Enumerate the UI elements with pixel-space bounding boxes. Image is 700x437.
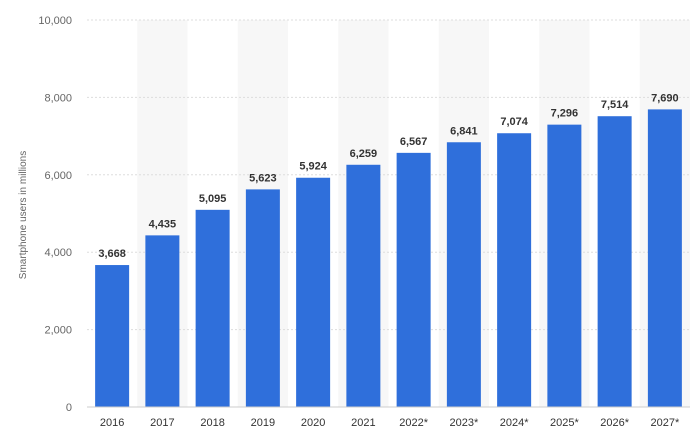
y-axis-ticks: 0 2,000 4,000 6,000 8,000 10,000 [38,15,72,414]
x-tick-label: 2026* [600,417,629,429]
bar-value-label: 7,074 [500,116,528,128]
bar-value-label: 7,514 [601,99,629,111]
bar [446,142,481,407]
x-tick-label: 2018 [200,417,224,429]
x-tick-label: 2022* [399,417,428,429]
x-tick-label: 2021 [351,417,375,429]
x-tick-label: 2019 [251,417,275,429]
bar-value-label: 5,095 [199,193,227,205]
y-tick-label: 10,000 [38,15,72,27]
x-tick-label: 2023* [449,417,478,429]
bar [195,209,230,407]
x-axis-ticks: 2016 2017 2018 2019 2020 2021 2022* 2023* 2024* 2… [87,406,690,429]
bar-value-label: 7,690 [651,92,679,104]
y-tick-label: 8,000 [44,92,72,104]
bar-value-label: 3,668 [98,248,126,260]
bar [145,235,180,407]
bar-value-label: 7,296 [551,108,579,120]
x-tick-label: 2024* [500,417,529,429]
x-tick-label: 2025* [550,417,579,429]
y-tick-label: 0 [66,402,72,414]
y-tick-label: 6,000 [44,170,72,182]
bars [95,109,682,408]
bar [396,152,431,407]
y-tick-label: 2,000 [44,325,72,337]
bar [647,109,682,407]
bar [497,133,532,407]
bar [597,116,632,408]
bar [547,124,582,407]
data-labels: 3,668 4,435 5,095 5,623 5,924 6,259 6,567 6,841… [98,92,678,260]
bar [346,164,381,407]
bar [296,177,331,407]
bar-value-label: 6,259 [350,148,378,160]
x-tick-label: 2027* [650,417,679,429]
bar [95,265,130,407]
y-axis-title: Smartphone users in millions [18,151,29,279]
bar [245,189,280,407]
bar-value-label: 5,623 [249,172,277,184]
x-tick-label: 2016 [100,417,124,429]
bar-value-label: 5,924 [299,161,327,173]
x-tick-label: 2017 [150,417,174,429]
bar-value-label: 6,841 [450,125,478,137]
bar-value-label: 6,567 [400,136,428,148]
bar-value-label: 4,435 [149,218,177,230]
y-tick-label: 4,000 [44,247,72,259]
x-tick-label: 2020 [301,417,325,429]
